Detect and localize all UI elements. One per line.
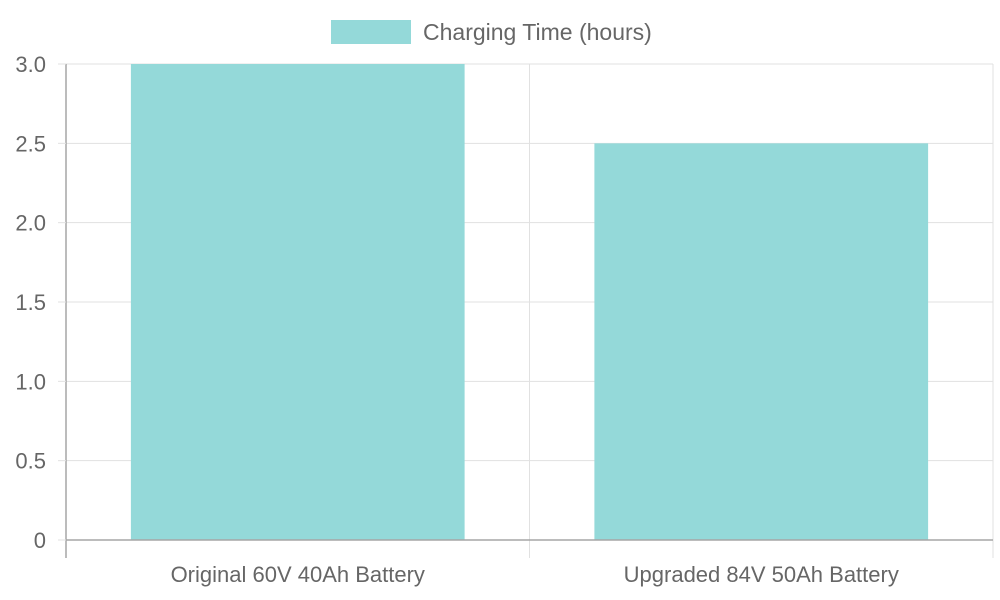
x-axis-ticks: Original 60V 40Ah Battery Upgraded 84V 50…	[171, 562, 899, 587]
y-tick-label: 0	[34, 528, 46, 553]
y-tick-label: 2.5	[15, 131, 46, 156]
legend-label: Charging Time (hours)	[423, 19, 652, 45]
legend[interactable]: Charging Time (hours)	[331, 19, 652, 45]
legend-swatch	[331, 20, 411, 44]
axes	[65, 64, 993, 558]
bar[interactable]	[594, 143, 929, 541]
y-tick-label: 0.5	[15, 449, 46, 474]
y-tick-label: 2.0	[15, 211, 46, 236]
x-tick-label: Original 60V 40Ah Battery	[171, 562, 425, 587]
y-axis-ticks: 0 0.5 1.0 1.5 2.0 2.5 3.0	[15, 52, 66, 553]
x-tick-label: Upgraded 84V 50Ah Battery	[624, 562, 899, 587]
y-tick-label: 3.0	[15, 52, 46, 77]
bar[interactable]	[130, 64, 465, 540]
bars	[130, 64, 929, 541]
y-tick-label: 1.5	[15, 290, 46, 315]
y-tick-label: 1.0	[15, 369, 46, 394]
